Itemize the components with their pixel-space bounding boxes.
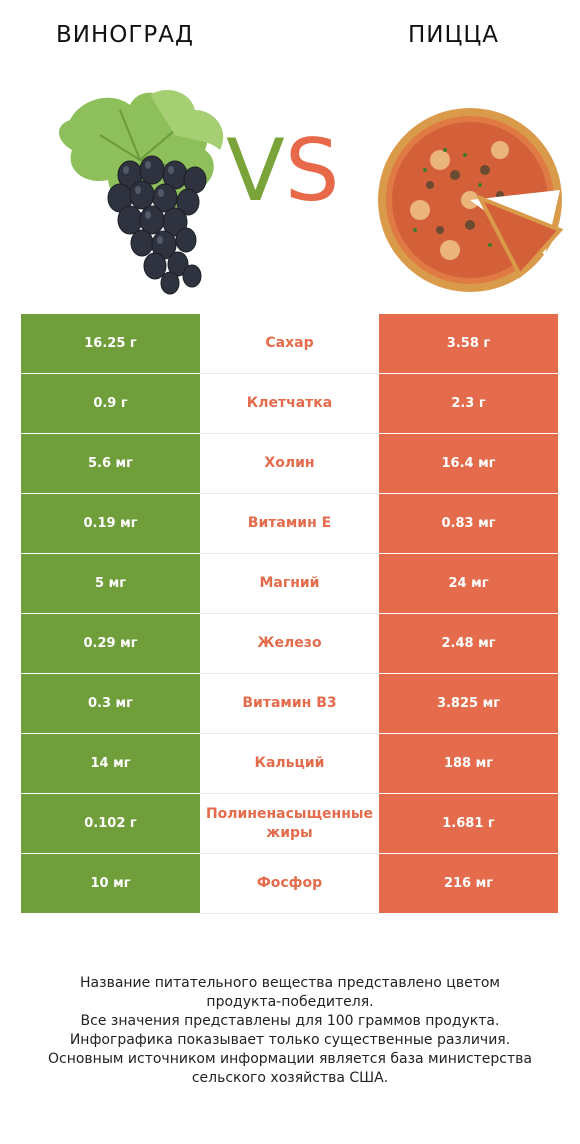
left-value: 0.102 г bbox=[21, 794, 200, 854]
table-row: 10 мг Фосфор 216 мг bbox=[21, 854, 558, 914]
table-row: 16.25 г Сахар 3.58 г bbox=[21, 314, 558, 374]
table-row: 0.19 мг Витамин E 0.83 мг bbox=[21, 494, 558, 554]
table-row: 5 мг Магний 24 мг bbox=[21, 554, 558, 614]
versus-label: VS bbox=[226, 128, 339, 214]
nutrient-name: Клетчатка bbox=[200, 374, 379, 434]
table-row: 0.102 г Полиненасыщенные жиры 1.681 г bbox=[21, 794, 558, 854]
nutrient-name: Железо bbox=[200, 614, 379, 674]
footer-line: Все значения представлены для 100 граммо… bbox=[80, 1013, 500, 1029]
footer-note: Название питательного вещества представл… bbox=[20, 974, 560, 1088]
nutrient-name: Магний bbox=[200, 554, 379, 614]
table-row: 5.6 мг Холин 16.4 мг bbox=[21, 434, 558, 494]
left-value: 0.29 мг bbox=[21, 614, 200, 674]
nutrient-name: Витамин B3 bbox=[200, 674, 379, 734]
versus-s: S bbox=[284, 121, 340, 221]
nutrient-name: Полиненасыщенные жиры bbox=[200, 794, 379, 854]
left-value: 10 мг bbox=[21, 854, 200, 914]
footer-line: сельского хозяйства США. bbox=[191, 1070, 389, 1086]
right-value: 24 мг bbox=[379, 554, 558, 614]
footer-line: продукта-победителя. bbox=[206, 994, 374, 1010]
right-value: 0.83 мг bbox=[379, 494, 558, 554]
hero-illustration bbox=[58, 90, 564, 295]
right-value: 188 мг bbox=[379, 734, 558, 794]
table-row: 0.9 г Клетчатка 2.3 г bbox=[21, 374, 558, 434]
footer-line: Основным источником информации является … bbox=[48, 1051, 532, 1067]
table-row: 14 мг Кальций 188 мг bbox=[21, 734, 558, 794]
left-value: 5 мг bbox=[21, 554, 200, 614]
left-value: 0.9 г bbox=[21, 374, 200, 434]
right-value: 216 мг bbox=[379, 854, 558, 914]
left-value: 14 мг bbox=[21, 734, 200, 794]
nutrient-name: Кальций bbox=[200, 734, 379, 794]
right-value: 2.3 г bbox=[379, 374, 558, 434]
right-value: 16.4 мг bbox=[379, 434, 558, 494]
right-value: 3.825 мг bbox=[379, 674, 558, 734]
pizza-image bbox=[378, 108, 564, 292]
left-value: 0.3 мг bbox=[21, 674, 200, 734]
left-food-title: ВИНОГРАД bbox=[56, 22, 194, 48]
right-value: 2.48 мг bbox=[379, 614, 558, 674]
left-value: 16.25 г bbox=[21, 314, 200, 374]
right-value: 1.681 г bbox=[379, 794, 558, 854]
nutrient-name: Холин bbox=[200, 434, 379, 494]
left-value: 5.6 мг bbox=[21, 434, 200, 494]
nutrient-name: Фосфор bbox=[200, 854, 379, 914]
comparison-table: 16.25 г Сахар 3.58 г 0.9 г Клетчатка 2.3… bbox=[21, 314, 558, 914]
left-value: 0.19 мг bbox=[21, 494, 200, 554]
right-food-title: ПИЦЦА bbox=[408, 22, 499, 48]
versus-v: V bbox=[226, 121, 285, 221]
table-row: 0.29 мг Железо 2.48 мг bbox=[21, 614, 558, 674]
right-value: 3.58 г bbox=[379, 314, 558, 374]
table-row: 0.3 мг Витамин B3 3.825 мг bbox=[21, 674, 558, 734]
grape-cluster-image bbox=[58, 90, 224, 295]
nutrient-name: Сахар bbox=[200, 314, 379, 374]
nutrient-name: Витамин E bbox=[200, 494, 379, 554]
footer-line: Инфографика показывает только существенн… bbox=[69, 1032, 511, 1048]
footer-line: Название питательного вещества представл… bbox=[80, 975, 500, 991]
